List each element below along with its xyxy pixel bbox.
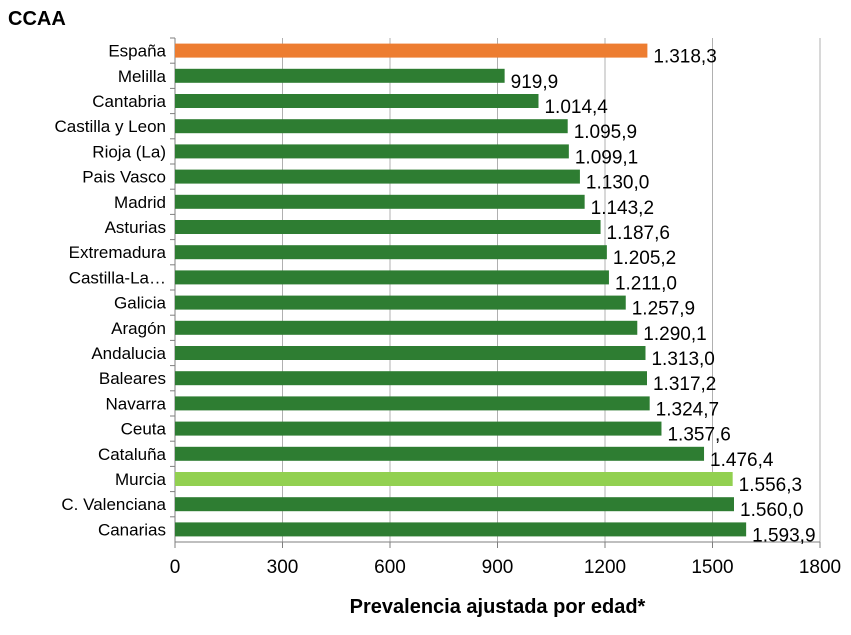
bar xyxy=(175,144,569,159)
data-label: 1.205,2 xyxy=(613,248,676,269)
category-label: Castilla-La… xyxy=(69,268,166,287)
data-label: 1.593,9 xyxy=(752,525,815,546)
x-tick-label: 900 xyxy=(482,557,514,578)
category-label: Aragón xyxy=(111,319,166,338)
category-label: Galicia xyxy=(114,294,167,313)
category-label: Castilla y Leon xyxy=(54,117,166,136)
category-label: Andalucia xyxy=(91,344,166,363)
bar xyxy=(175,68,505,83)
category-label: Cataluña xyxy=(98,445,167,464)
category-label: C. Valenciana xyxy=(61,495,166,514)
data-label: 1.257,9 xyxy=(632,299,695,320)
chart-title: CCAA xyxy=(8,8,66,30)
data-label: 1.476,4 xyxy=(710,450,774,471)
category-label: Asturias xyxy=(105,218,166,237)
x-tick-label: 600 xyxy=(374,557,406,578)
data-label: 1.318,3 xyxy=(653,47,716,68)
bar xyxy=(175,320,638,335)
bar xyxy=(175,119,568,134)
bar xyxy=(175,371,647,386)
bar xyxy=(175,94,539,108)
data-label: 1.556,3 xyxy=(739,475,802,496)
category-label: Extremadura xyxy=(69,243,167,262)
bar xyxy=(175,194,585,209)
category-label: Navarra xyxy=(106,394,167,413)
category-label: Murcia xyxy=(115,470,167,489)
x-axis-label: Prevalencia ajustada por edad* xyxy=(349,596,646,618)
data-label: 1.099,1 xyxy=(575,147,638,168)
category-label: España xyxy=(108,42,166,61)
bar xyxy=(175,245,607,260)
x-tick-label: 300 xyxy=(267,557,299,578)
bar xyxy=(175,522,747,537)
data-label: 1.560,0 xyxy=(740,500,803,521)
x-tick-label: 1200 xyxy=(584,557,626,578)
category-label: Melilla xyxy=(118,67,167,86)
bar xyxy=(175,43,648,58)
data-label: 1.313,0 xyxy=(651,349,714,370)
bar xyxy=(175,220,601,234)
bar xyxy=(175,497,734,512)
data-label: 1.130,0 xyxy=(586,173,649,194)
data-label: 1.095,9 xyxy=(574,122,637,143)
bar xyxy=(175,472,733,486)
bar xyxy=(175,421,662,436)
bar xyxy=(175,346,646,360)
data-label: 1.187,6 xyxy=(607,223,670,244)
category-label: Madrid xyxy=(114,193,166,212)
category-label: Rioja (La) xyxy=(92,142,166,161)
data-label: 1.211,0 xyxy=(615,273,677,294)
category-label: Baleares xyxy=(99,369,166,388)
data-label: 1.014,4 xyxy=(544,97,608,118)
bar xyxy=(175,270,609,285)
x-tick-label: 1800 xyxy=(799,557,841,578)
x-tick-label: 0 xyxy=(170,557,181,578)
category-label: Ceuta xyxy=(121,420,167,439)
data-label: 919,9 xyxy=(511,72,559,93)
bar xyxy=(175,169,580,184)
category-label: Canarias xyxy=(98,520,166,539)
bar xyxy=(175,446,705,461)
data-label: 1.290,1 xyxy=(643,324,706,345)
data-label: 1.317,2 xyxy=(653,374,716,395)
data-label: 1.357,6 xyxy=(667,425,730,446)
bar xyxy=(175,295,626,310)
data-label: 1.143,2 xyxy=(591,198,654,219)
x-tick-label: 1500 xyxy=(691,557,733,578)
category-label: Pais Vasco xyxy=(82,168,166,187)
data-label: 1.324,7 xyxy=(656,399,719,420)
bar xyxy=(175,396,650,411)
category-label: Cantabria xyxy=(92,92,166,111)
